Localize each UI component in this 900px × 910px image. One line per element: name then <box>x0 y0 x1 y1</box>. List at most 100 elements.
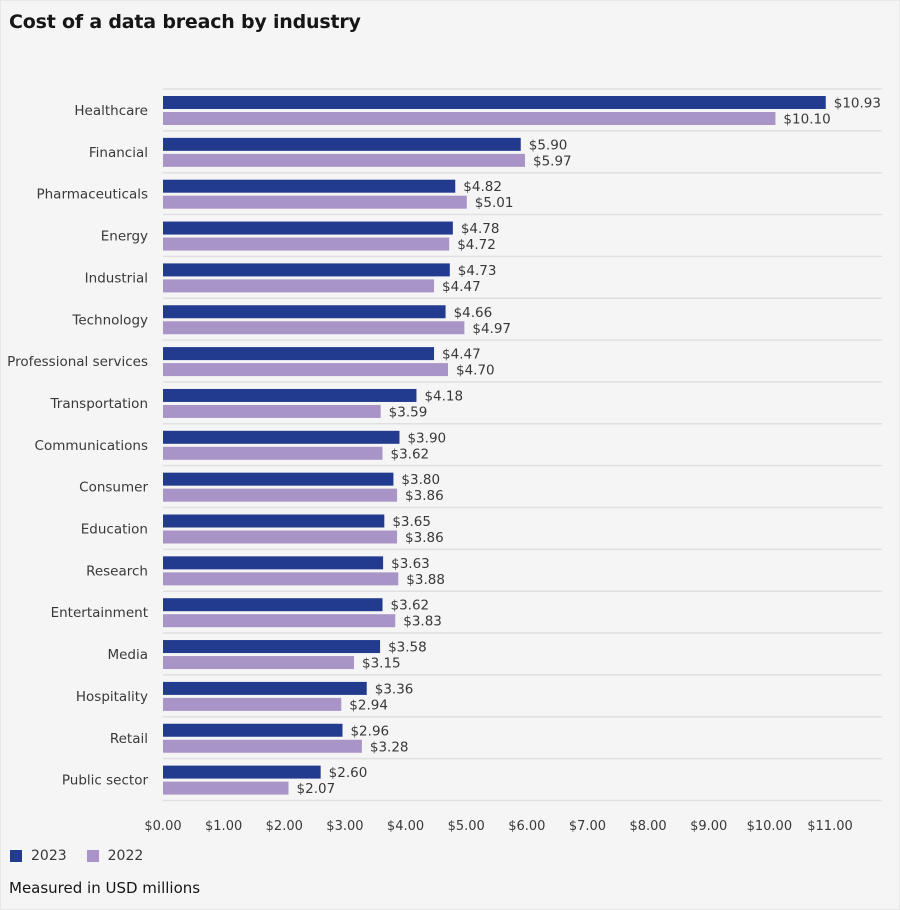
x-tick-label: $8.00 <box>629 819 666 834</box>
legend-swatch-2023 <box>10 850 22 862</box>
value-label-2023: $3.58 <box>388 640 427 656</box>
value-label-2022: $3.28 <box>370 739 409 755</box>
x-tick-label: $2.00 <box>266 819 303 834</box>
bar-2023-public-sector[interactable] <box>163 765 321 779</box>
category-label: Technology <box>71 312 148 328</box>
value-label-2023: $5.90 <box>529 137 568 153</box>
value-label-2023: $10.93 <box>834 96 881 112</box>
bar-2022-professional-services[interactable] <box>163 363 448 377</box>
x-tick-label: $3.00 <box>326 819 363 834</box>
bar-2022-healthcare[interactable] <box>163 112 776 125</box>
bar-2022-pharmaceuticals[interactable] <box>163 195 467 209</box>
bar-2023-financial[interactable] <box>163 137 521 151</box>
value-label-2022: $3.62 <box>391 446 430 462</box>
value-label-2022: $4.47 <box>442 279 481 295</box>
bar-2023-consumer[interactable] <box>163 472 394 486</box>
legend-item-2023[interactable]: 2023 <box>10 848 67 864</box>
category-label: Public sector <box>62 773 149 789</box>
footnote: Measured in USD millions <box>9 879 201 897</box>
bar-2022-entertainment[interactable] <box>163 614 396 628</box>
bar-2022-media[interactable] <box>163 656 355 670</box>
bar-2022-energy[interactable] <box>163 237 450 251</box>
value-label-2023: $4.18 <box>424 388 463 404</box>
gridlines <box>163 88 882 802</box>
bar-2022-technology[interactable] <box>163 321 465 335</box>
x-axis-ticks: $0.00 $1.00 $2.00 $3.00 $4.00 $5.00 $6.00 $7.00… <box>144 819 852 834</box>
category-label: Energy <box>101 229 148 245</box>
chart-title: Cost of a data breach by industry <box>9 11 361 33</box>
bar-2023-technology[interactable] <box>163 305 446 319</box>
category-label: Healthcare <box>74 103 148 119</box>
category-label: Consumer <box>79 480 148 496</box>
value-label-2022: $10.10 <box>783 112 830 128</box>
legend-item-2022[interactable]: 2022 <box>86 848 144 864</box>
category-labels: Healthcare Financial Pharmaceuticals Energy… <box>7 103 148 789</box>
legend-label-2022: 2022 <box>107 848 144 864</box>
bars <box>163 96 826 795</box>
bar-2022-education[interactable] <box>163 530 398 544</box>
value-label-2022: $2.94 <box>349 697 388 713</box>
bar-2022-consumer[interactable] <box>163 488 398 502</box>
value-label-2022: $3.86 <box>405 530 444 546</box>
bar-2023-healthcare[interactable] <box>163 96 826 109</box>
bar-2023-transportation[interactable] <box>163 388 417 402</box>
bar-2023-education[interactable] <box>163 514 385 528</box>
value-label-2023: $4.78 <box>461 221 500 237</box>
x-tick-label: $9.00 <box>690 819 727 834</box>
x-tick-label: $6.00 <box>508 819 545 834</box>
value-label-2023: $3.90 <box>407 430 446 446</box>
bar-2022-transportation[interactable] <box>163 404 381 418</box>
category-label: Entertainment <box>51 605 148 621</box>
bar-2023-energy[interactable] <box>163 221 453 235</box>
value-label-2022: $4.97 <box>472 321 511 337</box>
value-labels: $10.93$10.10$5.90$5.97$4.82$5.01$4.78$4.… <box>297 96 881 798</box>
bar-2023-entertainment[interactable] <box>163 598 383 612</box>
value-label-2022: $3.86 <box>405 488 444 504</box>
x-tick-label: $10.00 <box>747 819 793 834</box>
value-label-2023: $4.47 <box>442 347 481 363</box>
x-tick-label: $4.00 <box>387 819 424 834</box>
category-label: Pharmaceuticals <box>36 187 148 203</box>
value-label-2023: $4.82 <box>463 179 502 195</box>
bar-2023-research[interactable] <box>163 556 384 570</box>
bar-2022-retail[interactable] <box>163 739 362 753</box>
bar-2023-communications[interactable] <box>163 430 400 444</box>
bar-chart: Healthcare Financial Pharmaceuticals Energy… <box>7 88 882 834</box>
category-label: Transportation <box>50 396 148 412</box>
value-label-2023: $3.80 <box>401 472 440 488</box>
value-label-2023: $3.65 <box>392 514 431 530</box>
x-tick-label: $0.00 <box>144 819 181 834</box>
bar-2022-research[interactable] <box>163 572 399 586</box>
category-label: Media <box>107 647 148 663</box>
category-label: Hospitality <box>76 689 148 705</box>
category-label: Education <box>81 522 148 538</box>
bar-2022-public-sector[interactable] <box>163 781 289 795</box>
x-tick-label: $1.00 <box>205 819 242 834</box>
value-label-2022: $4.70 <box>456 363 495 379</box>
legend-swatch-2022 <box>86 850 99 862</box>
x-tick-label: $5.00 <box>448 819 485 834</box>
value-label-2023: $4.66 <box>454 305 493 321</box>
value-label-2022: $4.72 <box>457 237 496 253</box>
bar-2023-professional-services[interactable] <box>163 347 435 361</box>
bar-2023-pharmaceuticals[interactable] <box>163 179 456 193</box>
value-label-2023: $4.73 <box>458 263 497 279</box>
bar-2023-retail[interactable] <box>163 723 343 737</box>
bar-2022-communications[interactable] <box>163 446 383 460</box>
bar-2023-media[interactable] <box>163 640 381 654</box>
value-label-2023: $3.62 <box>391 598 430 614</box>
bar-2023-hospitality[interactable] <box>163 681 367 695</box>
category-label: Industrial <box>85 270 148 286</box>
bar-2022-industrial[interactable] <box>163 279 435 293</box>
bar-2023-industrial[interactable] <box>163 263 450 277</box>
x-tick-label: $11.00 <box>807 819 853 834</box>
value-label-2022: $3.15 <box>362 656 401 672</box>
value-label-2022: $3.88 <box>406 572 445 588</box>
bar-2022-financial[interactable] <box>163 153 525 167</box>
category-label: Professional services <box>7 354 148 370</box>
value-label-2023: $3.63 <box>391 556 430 572</box>
value-label-2022: $3.59 <box>389 404 428 420</box>
bar-2022-hospitality[interactable] <box>163 697 342 711</box>
value-label-2022: $5.97 <box>533 153 572 169</box>
value-label-2023: $2.60 <box>329 765 368 781</box>
